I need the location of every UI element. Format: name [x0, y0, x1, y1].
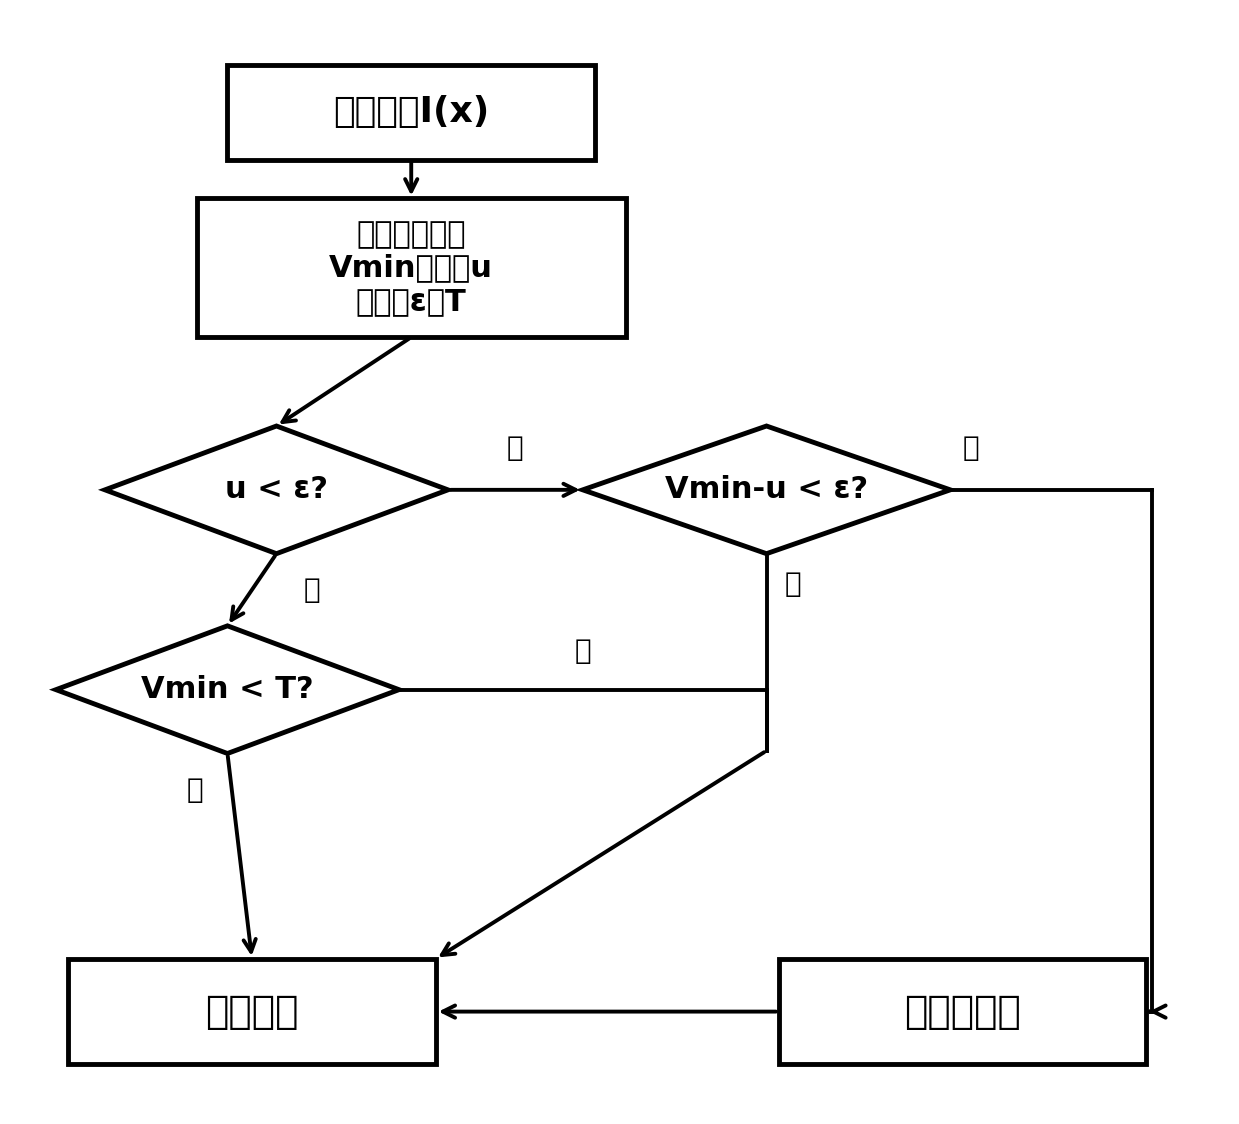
Text: 高光区域: 高光区域 [206, 992, 299, 1031]
Bar [779, 959, 1146, 1064]
Bar [68, 959, 436, 1064]
Text: 输入图像I(x): 输入图像I(x) [333, 96, 489, 129]
Text: 否: 否 [784, 570, 802, 598]
Bar [228, 65, 595, 160]
Polygon shape [582, 426, 950, 554]
Polygon shape [105, 426, 449, 554]
Text: Vmin-u < ε?: Vmin-u < ε? [665, 475, 869, 505]
Text: 无高光区域: 无高光区域 [904, 992, 1021, 1031]
Text: 是: 是 [575, 637, 591, 665]
Text: 否: 否 [507, 434, 524, 462]
Text: 是: 是 [963, 434, 979, 462]
Text: u < ε?: u < ε? [225, 475, 328, 505]
Polygon shape [56, 626, 399, 753]
Text: 否: 否 [186, 776, 203, 804]
Text: 是: 是 [304, 575, 320, 604]
Text: 计算最小通道
Vmin的均值u
标准差ε和T: 计算最小通道 Vmin的均值u 标准差ε和T [330, 219, 493, 316]
Bar [197, 199, 626, 337]
Text: Vmin < T?: Vmin < T? [141, 676, 313, 704]
